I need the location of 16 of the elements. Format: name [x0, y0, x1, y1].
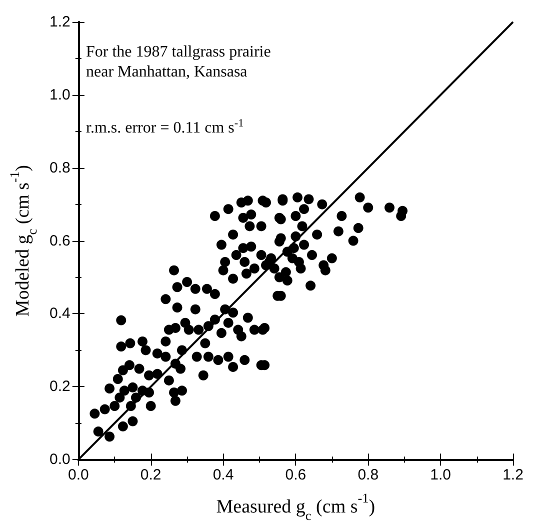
y-tick-label: 1.2	[50, 14, 70, 30]
y-tick-label: 0.6	[50, 232, 70, 250]
x-tick-label: 0.0	[68, 466, 89, 484]
y-tick-label: 1.0	[50, 86, 70, 104]
x-tick-label: 0.4	[212, 466, 234, 484]
x-tick-label: 0.8	[358, 466, 379, 484]
annotation: For the 1987 tallgrass prairie near Manhattan, Kansasa	[86, 44, 271, 80]
y-tick-label: 0.0	[50, 451, 70, 468]
x-tick-label: 0.6	[285, 466, 306, 484]
x-tick-label: 1.0	[430, 466, 451, 484]
y-tick-label: 0.2	[50, 378, 70, 396]
y-axis-title: Modeled gc (cm s-1)	[7, 165, 40, 317]
x-tick-label: 1.2	[502, 466, 524, 484]
y-tick-label: 0.4	[50, 305, 70, 322]
x-tick-label: 0.2	[140, 466, 162, 484]
y-tick-label: 0.8	[50, 159, 70, 176]
